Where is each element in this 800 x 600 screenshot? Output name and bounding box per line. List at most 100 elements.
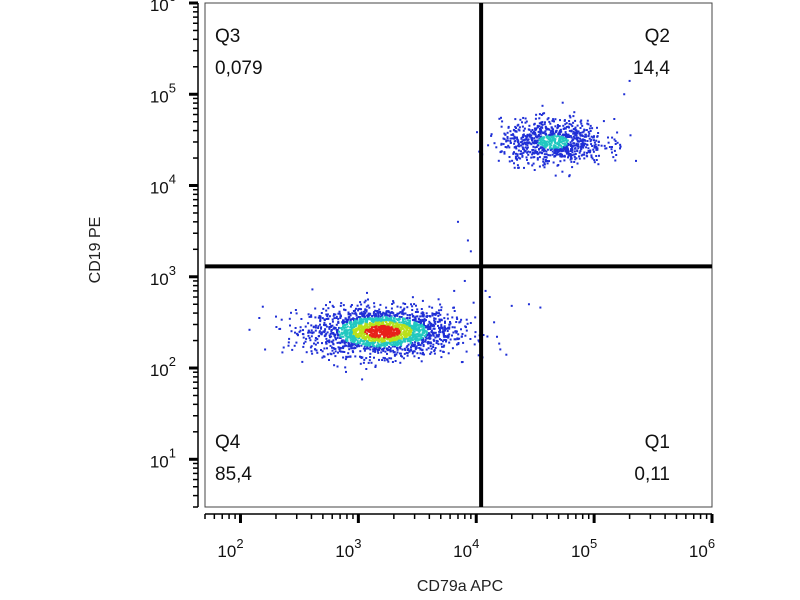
event-dot [369, 339, 372, 342]
event-dot [556, 127, 559, 129]
event-dot [379, 303, 382, 306]
event-dot [350, 343, 353, 346]
event-dot [303, 342, 305, 345]
event-dot [572, 130, 575, 133]
event-dot [522, 151, 525, 154]
event-dot [336, 336, 339, 339]
event-dot [535, 113, 538, 116]
plot-frame [204, 2, 713, 508]
event-dot [351, 338, 353, 341]
event-dot [614, 140, 617, 143]
event-dot [421, 329, 424, 332]
event-dot [326, 347, 328, 350]
event-dot [517, 156, 520, 159]
event-dot [535, 146, 538, 148]
event-dot [421, 334, 424, 336]
event-dot [427, 326, 429, 329]
event-dot [372, 348, 375, 351]
event-dot [524, 121, 527, 124]
event-dot [550, 132, 553, 135]
event-dot [353, 331, 355, 334]
event-dot [422, 315, 425, 318]
event-dot [420, 308, 423, 310]
event-dot [546, 148, 549, 151]
event-dot [328, 341, 331, 344]
event-dot [543, 148, 546, 151]
event-dot [356, 317, 359, 320]
event-dot [586, 140, 589, 142]
event-dot [572, 115, 575, 118]
event-dot [302, 329, 304, 332]
event-dot [544, 158, 547, 161]
event-dot [325, 337, 328, 340]
event-dot [401, 309, 404, 312]
event-dot [579, 134, 582, 137]
event-dot [399, 306, 402, 309]
event-dot [364, 347, 367, 350]
event-dot [513, 166, 516, 169]
event-dot [546, 162, 549, 165]
event-dot [343, 308, 345, 311]
event-dot [374, 320, 377, 323]
event-dot [420, 360, 423, 363]
event-dot [339, 315, 342, 318]
event-dot [418, 329, 421, 332]
event-dot [427, 328, 430, 331]
event-dot [385, 343, 388, 346]
event-dot [317, 325, 320, 328]
event-dot [376, 339, 379, 342]
event-dot [413, 303, 416, 306]
event-dot [310, 329, 313, 332]
event-dot [541, 148, 544, 151]
event-dot [381, 330, 384, 333]
event-dot [551, 128, 554, 131]
event-dot [403, 329, 406, 332]
event-dot [443, 338, 446, 341]
event-dot [423, 322, 425, 325]
event-dot [411, 315, 414, 318]
event-dot [314, 329, 317, 332]
event-dot [513, 142, 516, 145]
event-dot [593, 159, 596, 162]
event-dot [441, 326, 444, 329]
event-dot [581, 135, 584, 137]
event-dot [561, 101, 564, 104]
event-dot [442, 332, 445, 335]
event-dot [373, 302, 376, 305]
event-dot [532, 151, 534, 154]
event-dot [528, 141, 531, 144]
event-dot [563, 119, 566, 122]
event-dot [388, 341, 391, 344]
event-dot [350, 335, 353, 338]
event-dot [433, 321, 436, 324]
event-dot [507, 144, 510, 147]
event-dot [406, 354, 409, 357]
event-dot [547, 134, 550, 137]
event-dot [400, 316, 403, 318]
event-dot [350, 332, 353, 335]
event-dot [338, 310, 341, 313]
event-dot [604, 147, 607, 150]
event-dot [367, 347, 370, 350]
event-dot [408, 314, 411, 317]
event-dot [368, 306, 371, 309]
event-dot [543, 156, 546, 159]
event-dot [547, 138, 550, 141]
event-dot [432, 343, 435, 346]
event-dot [392, 331, 395, 334]
event-dot [513, 135, 516, 138]
event-dot [349, 345, 352, 348]
event-dot [572, 135, 575, 138]
event-dot [388, 348, 391, 351]
event-dot [330, 330, 333, 333]
event-dot [414, 341, 417, 344]
event-dot [433, 319, 436, 322]
y-tick-label: 101 [150, 445, 176, 471]
event-dot [383, 344, 386, 347]
event-dot [419, 318, 422, 321]
event-dot [326, 353, 329, 356]
event-dot [570, 123, 573, 126]
x-tick-label: 106 [689, 536, 715, 561]
event-dot [344, 344, 347, 347]
event-dot [388, 311, 391, 314]
